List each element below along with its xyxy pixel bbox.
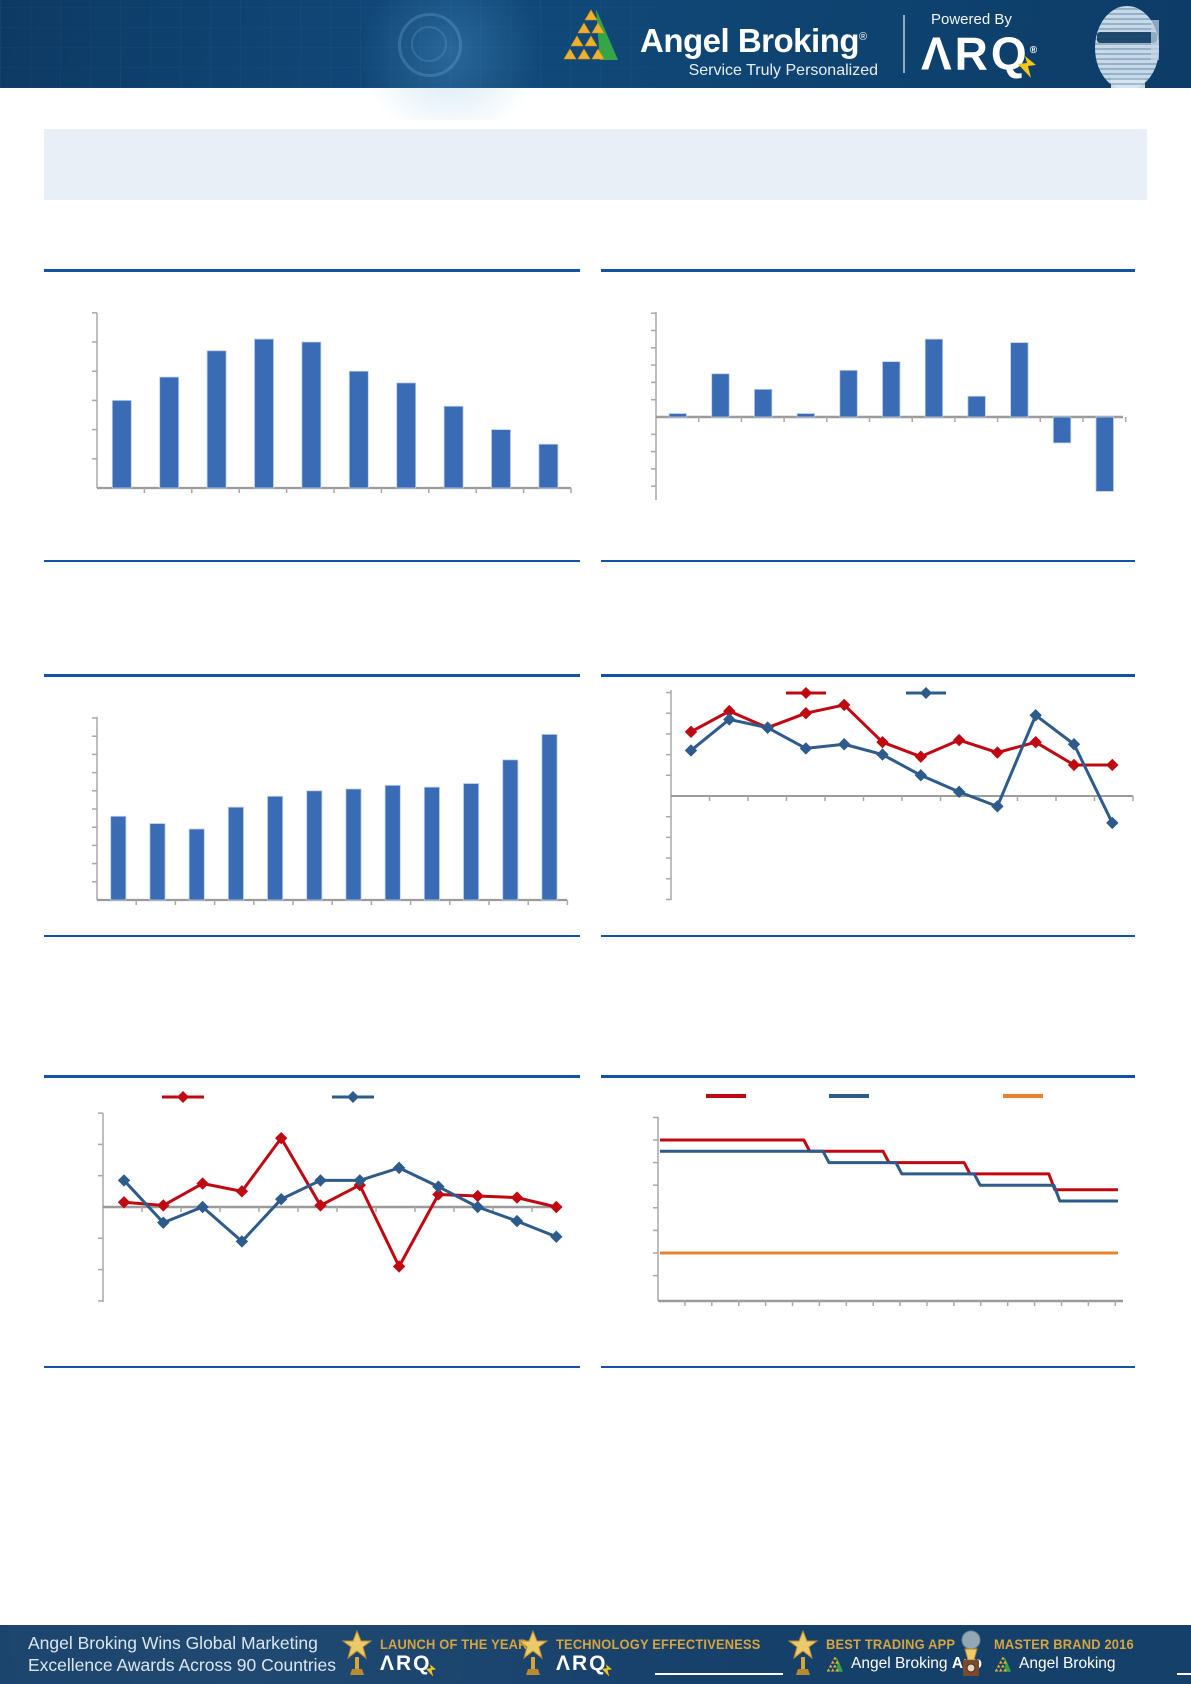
exhibit-3-bar-chart (92, 717, 569, 905)
header-banner: Angel Broking® Service Truly Personalize… (0, 0, 1191, 120)
award-title: TECHNOLOGY EFFECTIVENESS (556, 1636, 761, 1652)
award-title: LAUNCH OF THE YEAR (380, 1636, 528, 1652)
brand-tagline: Service Truly Personalized (688, 62, 878, 79)
angel-broking-logo-icon (563, 9, 618, 60)
exhibit-1-source-rule (44, 560, 580, 562)
powered-by-label: Powered By (931, 11, 1012, 28)
exhibit-2-source-rule (601, 560, 1135, 562)
arq-registered-mark: ® (1029, 45, 1038, 56)
exhibit-4-header-rule (601, 674, 1135, 677)
powered-by-block: Powered By ΛRQ® (921, 11, 1038, 80)
footer-separator-line (1177, 1673, 1191, 1675)
award-arq-logo: ΛRQ (556, 1652, 612, 1677)
arq-lightning-bolt-icon (426, 1664, 436, 1677)
header-divider (903, 15, 905, 73)
exhibit-2-bar-chart (651, 312, 1127, 500)
robot-head-graphic (1095, 6, 1159, 88)
arq-lightning-bolt-icon (1018, 56, 1036, 78)
exhibit-1-header-rule (44, 269, 580, 272)
award-launch-of-the-year: LAUNCH OF THE YEAR ΛRQ (342, 1625, 527, 1684)
award-title: MASTER BRAND 2016 (994, 1636, 1134, 1652)
exhibit-6-step-chart (653, 1094, 1123, 1306)
footer-separator-line (655, 1673, 783, 1675)
footer-headline: Angel Broking Wins Global Marketing Exce… (28, 1632, 336, 1676)
footer-awards-bar: Angel Broking Wins Global Marketing Exce… (0, 1625, 1191, 1684)
brand-block: Angel Broking® Service Truly Personalize… (640, 22, 878, 80)
star-trophy-icon (518, 1630, 548, 1675)
award-master-brand-2016: MASTER BRAND 2016 Angel Broking (956, 1625, 1156, 1684)
angel-broking-mini-logo-icon (826, 1655, 844, 1672)
exhibit-6-header-rule (601, 1075, 1135, 1078)
report-title-box (44, 129, 1147, 200)
footer-headline-line1: Angel Broking Wins Global Marketing (28, 1633, 318, 1653)
award-best-trading-app: BEST TRADING APP Angel Broking App (788, 1625, 982, 1684)
star-trophy-icon (788, 1630, 818, 1675)
arq-lightning-bolt-icon (602, 1664, 612, 1677)
globe-trophy-icon (961, 1630, 981, 1676)
angel-broking-mini-logo-icon (994, 1655, 1012, 1672)
award-brand: Angel Broking (994, 1655, 1116, 1673)
arq-logo: ΛRQ® (921, 27, 1038, 80)
award-arq-logo: ΛRQ (380, 1652, 436, 1677)
award-technology-effectiveness: TECHNOLOGY EFFECTIVENESS ΛRQ (518, 1625, 760, 1684)
footer-headline-line2: Excellence Awards Across 90 Countries (28, 1655, 337, 1675)
exhibit-4-line-chart (666, 687, 1134, 901)
exhibit-5-header-rule (44, 1075, 580, 1078)
exhibit-3-header-rule (44, 674, 580, 677)
exhibit-1-bar-chart (92, 312, 572, 493)
award-title: BEST TRADING APP (826, 1636, 956, 1652)
exhibit-6-source-rule (601, 1366, 1135, 1368)
exhibit-2-header-rule (601, 269, 1135, 272)
exhibit-3-source-rule (44, 935, 580, 937)
exhibit-5-line-chart (98, 1091, 563, 1302)
brand-registered-mark: ® (859, 31, 867, 43)
banner-circuit-ring-decoration (398, 13, 462, 77)
brand-name: Angel Broking® (640, 22, 867, 59)
exhibit-5-source-rule (44, 1366, 580, 1368)
exhibit-4-source-rule (601, 935, 1135, 937)
star-trophy-icon (342, 1630, 372, 1675)
